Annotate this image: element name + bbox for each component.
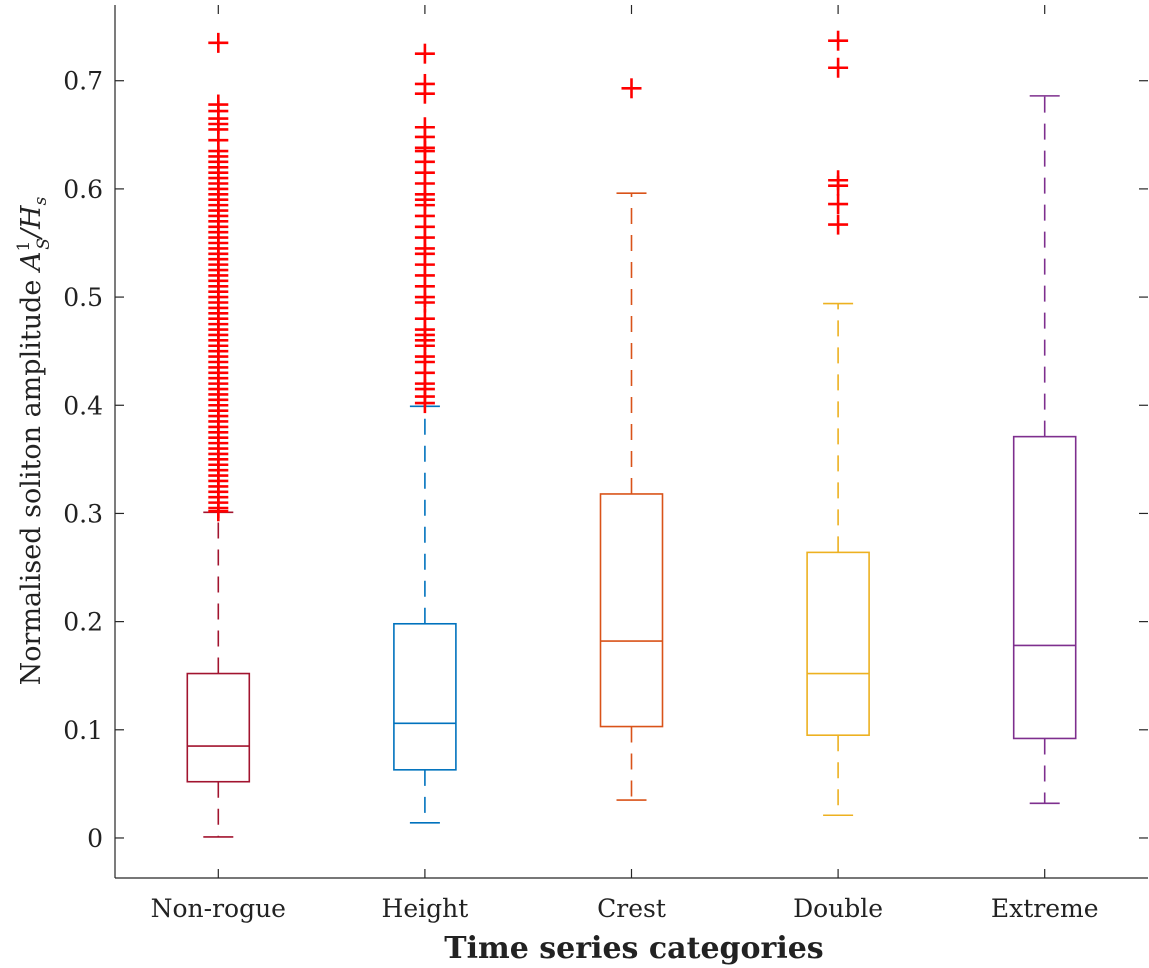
outlier-marker: [414, 43, 435, 64]
x-axis-title: Time series categories: [444, 931, 823, 966]
box-iqr: [186, 672, 251, 783]
y-axis-title: Normalised soliton amplitude A1S/Hs: [14, 196, 54, 685]
box-group-non-rogue: [186, 32, 251, 838]
y-axis-title-rest: /H: [16, 205, 47, 241]
box-iqr: [1012, 435, 1077, 740]
x-tick-label: Height: [382, 894, 469, 923]
y-tick-label: 0.5: [63, 283, 103, 312]
box-group-extreme: [1012, 95, 1077, 805]
outlier-marker: [208, 32, 229, 53]
x-tick-label: Double: [793, 894, 883, 923]
box-iqr: [599, 493, 664, 728]
x-tick-label: Crest: [597, 894, 666, 923]
box-iqr: [806, 551, 870, 737]
y-tick-label: 0.6: [63, 175, 103, 204]
outlier-marker: [828, 194, 849, 215]
y-axis-title-text: Normalised soliton amplitude: [16, 280, 47, 686]
x-tick-label: Extreme: [991, 894, 1099, 923]
y-tick-label: 0.7: [63, 67, 103, 96]
y-axis-title-sub: S: [34, 238, 54, 250]
box-group-height: [393, 43, 457, 824]
outlier-marker: [828, 57, 849, 78]
box-group-crest: [599, 78, 664, 801]
outlier-marker: [828, 170, 849, 191]
outlier-marker: [208, 94, 229, 115]
box-iqr: [393, 622, 457, 771]
y-tick-label: 0.3: [63, 499, 103, 528]
axes: 0 0.1 0.2 0.3 0.4 0.5 0.6 0.7 Non-rogue Height Cre…: [63, 5, 1148, 923]
outlier-marker: [414, 73, 435, 94]
outlier-marker: [828, 30, 849, 51]
outlier-marker: [621, 78, 642, 99]
x-tick-label: Non-rogue: [151, 894, 286, 923]
y-axis-title-sup: 1: [14, 241, 34, 252]
outlier-marker: [828, 214, 849, 235]
y-axis-title-group: Normalised soliton amplitude A1S/Hs: [14, 196, 54, 685]
y-axis-title-var: A: [16, 252, 47, 275]
box-group-double: [806, 30, 870, 817]
y-tick-label: 0: [87, 824, 103, 853]
chart-marks: [186, 30, 1077, 838]
y-tick-label: 0.1: [63, 716, 103, 745]
y-tick-label: 0.2: [63, 608, 103, 637]
plot-area: [115, 5, 1148, 878]
outlier-marker: [414, 117, 435, 138]
y-tick-label: 0.4: [63, 391, 103, 420]
y-axis-title-rest-sub: s: [31, 196, 51, 205]
